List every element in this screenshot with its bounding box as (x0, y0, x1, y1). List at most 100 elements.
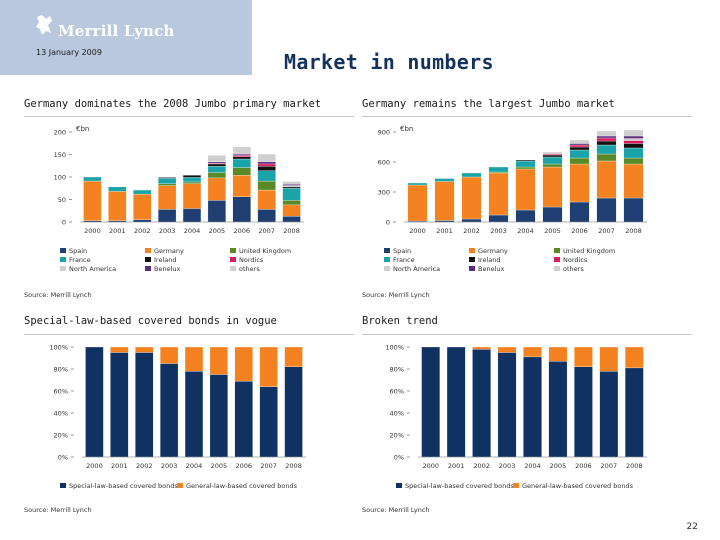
source-note-3: Source: Merrill Lynch (24, 506, 92, 514)
legend-swatch (145, 248, 151, 253)
legend-label: France (393, 256, 415, 264)
x-tick-label: 2003 (161, 462, 178, 470)
bar-segment-special-law-based-covered-bonds (497, 352, 517, 458)
x-tick-label: 2004 (517, 227, 534, 235)
legend-swatch (513, 483, 519, 488)
x-tick-label: 2002 (134, 227, 151, 235)
bar-segment-general-law-based-covered-bonds (110, 346, 129, 353)
panel-title-1: Germany dominates the 2008 Jumbo primary… (24, 98, 322, 110)
chart-panel-3: 0% 20% 40% 60% 80% 100% 2000 2001 2002 2003 2004 20… (24, 334, 354, 515)
bar-segment-spain (133, 219, 152, 223)
bar-segment-others (596, 130, 617, 137)
bar-segment-united-kingdom (232, 167, 251, 176)
bar-segment-germany (461, 176, 482, 220)
legend-label: Spain (69, 247, 87, 255)
legend-swatch (145, 266, 151, 271)
legend-label: Benelux (478, 265, 505, 273)
x-tick-label: 2006 (234, 227, 251, 235)
legend-swatch (60, 483, 66, 488)
x-tick-label: 2006 (571, 227, 588, 235)
x-tick-label: 2005 (209, 227, 226, 235)
bar-segment-special-law-based-covered-bonds (259, 386, 278, 458)
bar-segment-special-law-based-covered-bonds (135, 352, 154, 458)
legend-label: Germany (478, 247, 508, 255)
bar-segment-france (282, 188, 301, 201)
bar-segment-ireland (542, 154, 563, 158)
bar-segment-spain (596, 197, 617, 223)
x-tick-label: 2007 (258, 227, 275, 235)
bar-segment-france (133, 189, 152, 195)
bull-logo-icon (36, 15, 52, 35)
bar-segment-general-law-based-covered-bonds (548, 346, 568, 362)
bar-segment-others (207, 155, 226, 162)
legend-swatch (60, 257, 66, 262)
x-tick-label: 2004 (186, 462, 203, 470)
bar-segment-germany (434, 181, 455, 221)
y-tick-label: 60% (54, 388, 68, 396)
bar-segment-united-kingdom (257, 180, 276, 191)
chart-panel-2: 0 300 600 900 €bn 2000 2001 2002 2003 2004 2005 200… (362, 116, 692, 297)
legend-label: Spain (393, 247, 411, 255)
bar-segment-france (488, 166, 509, 173)
x-tick-label: 2007 (598, 227, 615, 235)
bar-segment-germany (515, 168, 536, 211)
bar-segment-france (461, 172, 482, 178)
legend-swatch (230, 257, 236, 262)
bar-segment-special-law-based-covered-bonds (599, 371, 619, 458)
bar-segment-germany (596, 160, 617, 199)
bar-segment-special-law-based-covered-bonds (548, 361, 568, 458)
bar-segment-france (207, 166, 226, 173)
bar-segment-nordics (596, 137, 617, 142)
panel-title-3: Special-law-based covered bonds in vogue (24, 315, 277, 327)
x-tick-label: 2002 (463, 227, 480, 235)
bar-segment-germany (282, 204, 301, 217)
x-tick-label: 2007 (260, 462, 277, 470)
source-note-4: Source: Merrill Lynch (362, 506, 430, 514)
bar-segment-others (623, 129, 644, 137)
y-axis-unit-label: €bn (76, 125, 89, 133)
bar-segment-ireland (257, 166, 276, 171)
bar-segment-special-law-based-covered-bonds (446, 346, 466, 458)
bar-segment-germany (569, 163, 590, 203)
bar-segment-special-law-based-covered-bonds (184, 371, 204, 458)
y-tick-label: 0% (394, 454, 404, 462)
bar-segment-ireland (207, 163, 226, 167)
x-tick-label: 2005 (544, 227, 561, 235)
bar-segment-general-law-based-covered-bonds (160, 346, 179, 364)
bar-segment-others (569, 139, 590, 144)
y-tick-label: 20% (54, 432, 68, 440)
bar-segment-general-law-based-covered-bonds (472, 346, 491, 350)
bar-segment-nordics (257, 163, 276, 167)
bar-segment-general-law-based-covered-bonds (523, 346, 542, 358)
legend-label: Nordics (239, 256, 264, 264)
legend-swatch (396, 483, 402, 488)
legend-swatch (469, 266, 475, 271)
bar-segment-special-law-based-covered-bonds (624, 367, 644, 458)
bar-segment-france (542, 156, 563, 165)
bar-segment-special-law-based-covered-bonds (160, 363, 179, 458)
bar-segment-spain (282, 216, 301, 223)
legend-swatch (384, 266, 390, 271)
page-number: 22 (686, 522, 698, 532)
percent-bar-chart-broken-trend: 0% 20% 40% 60% 80% 100% 2000 2001 2002 2003 2004 20… (385, 344, 647, 490)
source-note-1: Source: Merrill Lynch (24, 291, 92, 299)
x-tick-label: 2004 (524, 462, 541, 470)
bar-segment-germany (542, 166, 563, 208)
legend-swatch (469, 257, 475, 262)
bar-segment-france (83, 176, 102, 182)
bar-segment-north-america (282, 185, 301, 188)
x-tick-label: 2000 (86, 462, 103, 470)
bar-segment-benelux (207, 161, 226, 164)
bar-segment-spain (207, 200, 226, 223)
bar-segment-united-kingdom (207, 172, 226, 179)
x-tick-label: 2008 (283, 227, 300, 235)
bar-segment-united-kingdom (182, 181, 202, 184)
bar-segment-ireland (232, 156, 251, 160)
bar-segment-special-law-based-covered-bonds (574, 366, 593, 458)
bar-segment-general-law-based-covered-bonds (184, 346, 204, 372)
bar-segment-general-law-based-covered-bonds (624, 346, 644, 369)
bar-segment-united-kingdom (282, 200, 301, 206)
x-tick-label: 2002 (136, 462, 153, 470)
bar-segment-france (407, 182, 428, 186)
bar-segment-france (434, 178, 455, 182)
